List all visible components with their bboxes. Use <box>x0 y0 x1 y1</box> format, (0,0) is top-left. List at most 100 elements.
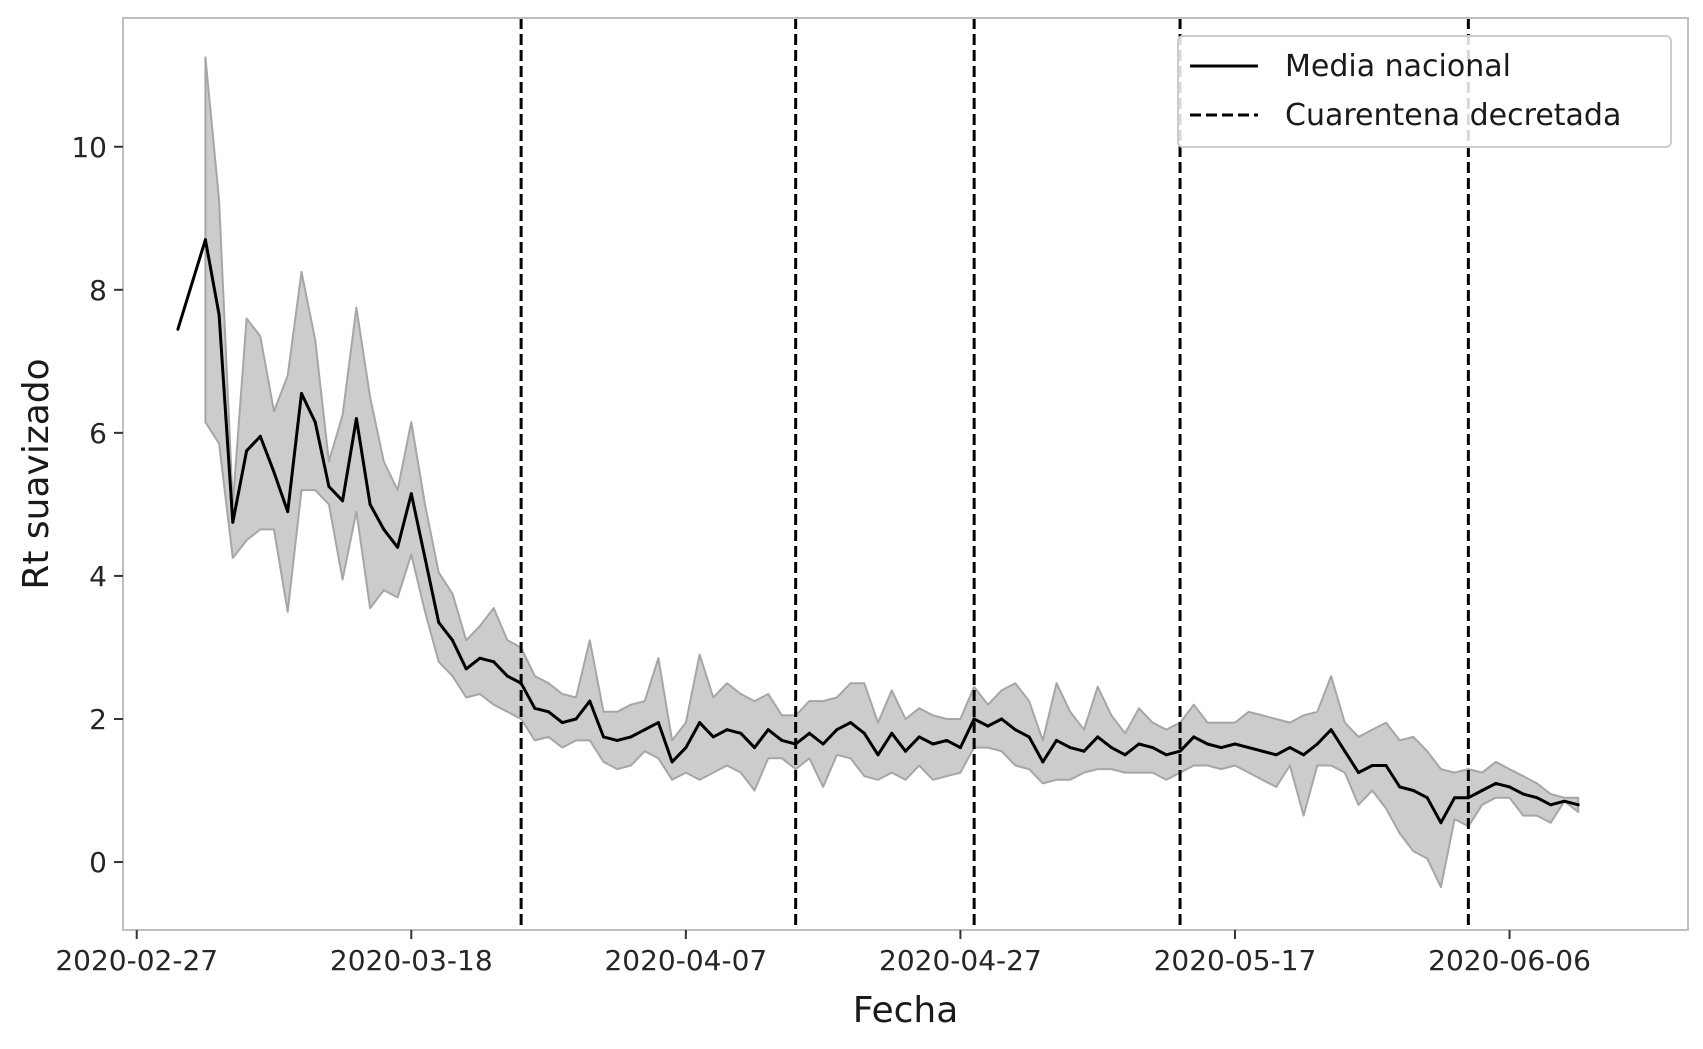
data-point <box>1562 799 1566 803</box>
data-point <box>684 746 688 750</box>
x-tick-label: 2020-02-27 <box>55 944 218 977</box>
data-point <box>766 728 770 732</box>
x-tick-label: 2020-03-18 <box>330 944 493 977</box>
y-tick-label: 6 <box>89 417 107 450</box>
data-point <box>807 731 811 735</box>
data-point <box>1384 764 1388 767</box>
data-point <box>286 510 290 514</box>
data-point <box>1494 781 1498 785</box>
data-point <box>1137 742 1141 746</box>
data-point <box>1192 735 1196 739</box>
data-point <box>437 620 441 624</box>
data-point <box>203 238 207 242</box>
data-point <box>533 706 537 710</box>
y-tick-label: 0 <box>89 846 107 879</box>
data-point <box>1466 796 1470 800</box>
y-axis-ticks: 0 2 4 6 8 10 <box>71 131 123 879</box>
data-point <box>327 485 331 488</box>
data-point <box>588 699 592 703</box>
plot-frame <box>122 17 1689 931</box>
data-point <box>1302 753 1306 757</box>
data-point <box>615 738 619 742</box>
data-point <box>272 470 276 474</box>
data-point <box>1055 738 1058 742</box>
data-point <box>258 434 262 438</box>
data-point <box>1398 785 1402 789</box>
data-point <box>821 742 825 746</box>
data-point <box>423 556 427 560</box>
data-point <box>1274 753 1278 757</box>
data-point <box>505 674 509 678</box>
data-point <box>478 656 482 660</box>
y-tick-label: 4 <box>89 560 107 593</box>
data-point <box>1343 749 1347 753</box>
data-point <box>835 728 839 732</box>
data-point <box>1260 749 1264 753</box>
data-point <box>1370 764 1374 767</box>
data-point <box>1178 749 1182 753</box>
data-point <box>945 738 949 742</box>
data-point <box>753 746 756 750</box>
data-point <box>670 760 674 764</box>
data-point <box>1082 749 1086 753</box>
data-point <box>519 681 523 685</box>
legend: Media nacional Cuarentena decretada <box>1177 35 1672 148</box>
data-point <box>574 717 578 721</box>
data-point <box>1521 792 1525 796</box>
data-point <box>862 731 866 735</box>
data-point <box>1411 789 1415 792</box>
data-point <box>245 449 249 453</box>
data-point <box>1425 796 1429 800</box>
legend-label-media-nacional: Media nacional <box>1285 49 1511 84</box>
data-point <box>780 738 784 742</box>
data-point <box>698 721 702 725</box>
data-point <box>1480 789 1484 792</box>
data-point <box>986 724 990 728</box>
x-axis-ticks: 2020-02-27 2020-03-18 2020-04-07 2020-04-27… <box>55 930 1591 977</box>
data-point <box>231 520 235 524</box>
data-point <box>1000 717 1004 721</box>
data-point <box>602 735 605 739</box>
data-point <box>1164 753 1168 757</box>
data-point <box>1247 746 1251 750</box>
data-point <box>1013 728 1017 732</box>
data-point <box>1288 746 1292 750</box>
data-point <box>876 753 880 757</box>
data-point <box>1027 735 1031 739</box>
data-point <box>904 749 907 753</box>
data-point <box>958 746 962 750</box>
y-axis-title: Rt suavizado <box>16 358 57 589</box>
series-layer <box>176 238 1580 825</box>
data-point <box>300 392 303 395</box>
data-point <box>1315 742 1319 746</box>
legend-box <box>1177 35 1672 148</box>
data-point <box>354 417 358 421</box>
data-point <box>560 721 564 725</box>
data-point <box>341 499 345 503</box>
y-tick-label: 8 <box>89 274 107 307</box>
data-point <box>1535 796 1539 800</box>
data-point <box>931 742 935 746</box>
data-point <box>1508 785 1511 789</box>
data-point <box>1206 742 1209 746</box>
data-point <box>656 721 660 725</box>
data-point <box>409 492 413 496</box>
data-point <box>1219 746 1223 750</box>
data-point <box>972 717 976 721</box>
y-tick-label: 10 <box>71 131 107 164</box>
data-point <box>739 731 743 735</box>
data-point <box>1357 771 1360 775</box>
data-point <box>849 721 853 725</box>
y-tick-label: 2 <box>89 703 107 736</box>
confidence-band <box>204 56 1580 889</box>
data-point <box>1123 753 1127 757</box>
data-point <box>396 545 400 549</box>
data-point <box>1233 742 1237 746</box>
x-tick-label: 2020-04-27 <box>879 944 1042 977</box>
data-point <box>1329 728 1333 732</box>
legend-label-cuarentena-decretada: Cuarentena decretada <box>1285 98 1621 133</box>
data-point <box>1576 803 1580 807</box>
data-point <box>382 527 386 531</box>
x-tick-label: 2020-06-06 <box>1428 944 1591 977</box>
